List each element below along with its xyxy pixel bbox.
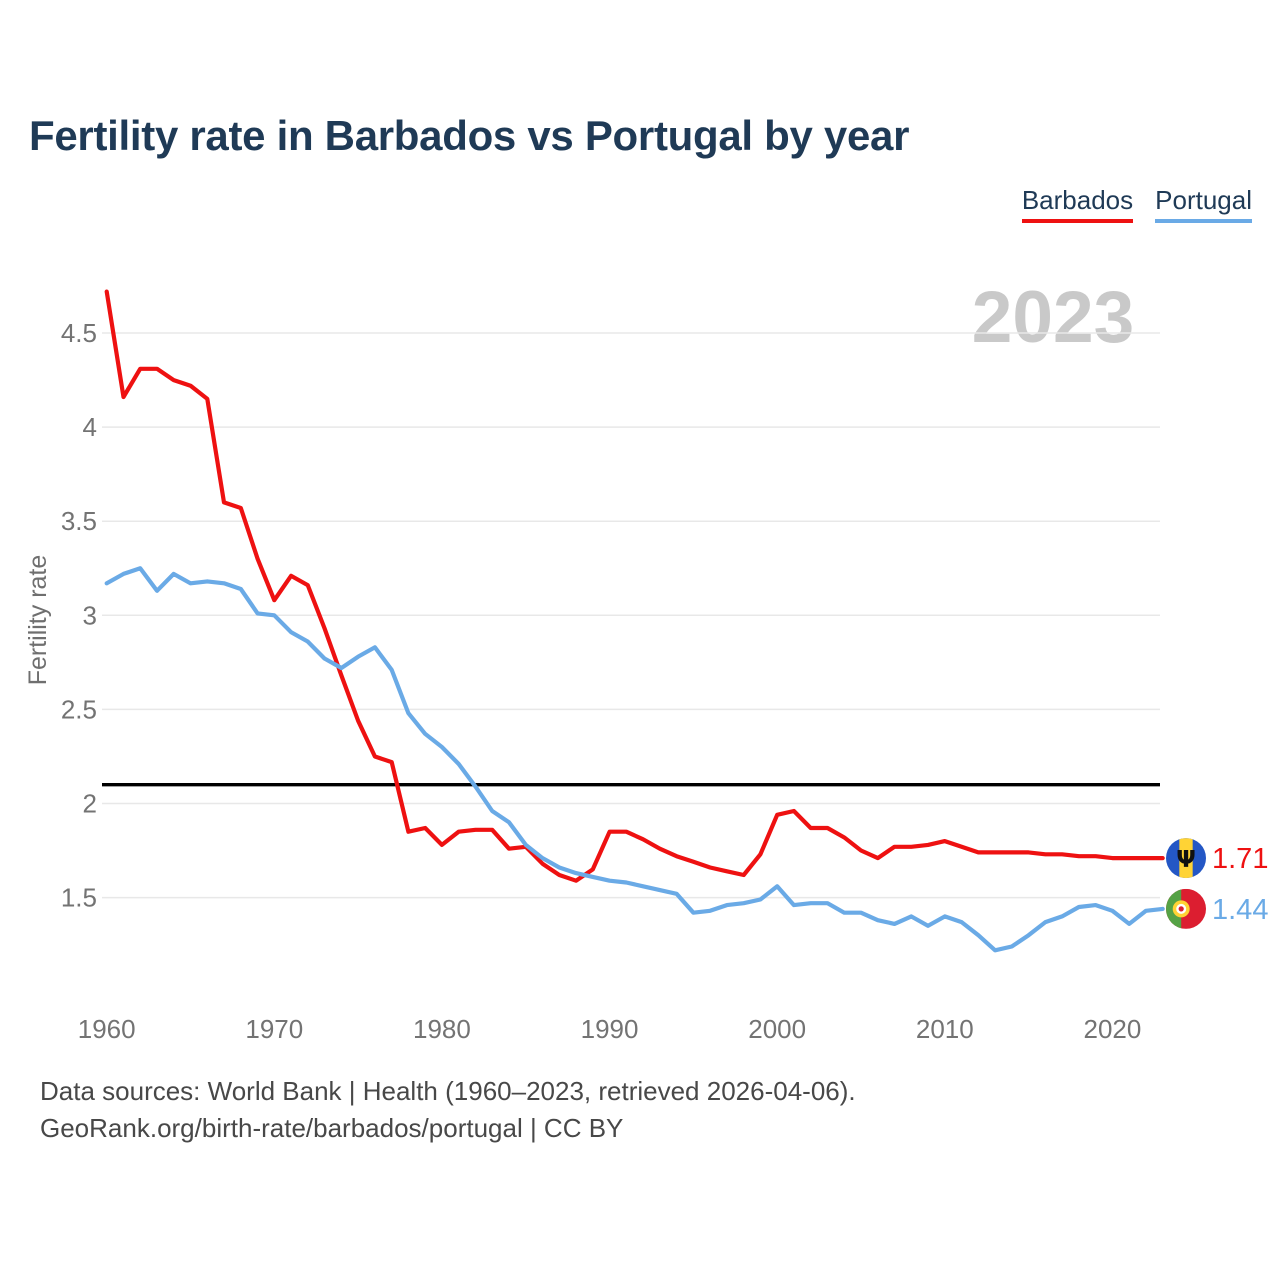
y-tick-label: 2 — [83, 789, 97, 819]
footer-attribution: GeoRank.org/birth-rate/barbados/portugal… — [40, 1113, 624, 1143]
legend-item-barbados[interactable]: Barbados — [1021, 185, 1134, 223]
x-tick-label: 2000 — [748, 1014, 806, 1044]
y-tick-label: 3.5 — [61, 506, 97, 536]
y-tick-label: 2.5 — [61, 694, 97, 724]
y-tick-label: 1.5 — [61, 883, 97, 913]
y-axis-title: Fertility rate — [24, 555, 52, 686]
portugal-flag-icon — [1166, 888, 1206, 929]
watermark-year: 2023 — [972, 277, 1134, 358]
barbados-line — [104, 289, 1165, 883]
x-tick-label: 1970 — [245, 1014, 303, 1044]
page-title: Fertility rate in Barbados vs Portugal b… — [29, 112, 910, 159]
barbados-end-value: 1.71 — [1212, 843, 1268, 875]
y-tick-label: 3 — [83, 600, 97, 630]
barbados-trident-icon: Ψ — [1176, 847, 1196, 873]
x-tick-label: 1980 — [413, 1014, 471, 1044]
legend-item-portugal[interactable]: Portugal — [1155, 185, 1252, 223]
x-tick-label: 1960 — [78, 1014, 136, 1044]
y-tick-label: 4.5 — [61, 318, 97, 348]
barbados-flag-icon: Ψ — [1166, 838, 1206, 879]
x-tick-label: 1990 — [581, 1014, 639, 1044]
footer: Data sources: World Bank | Health (1960–… — [40, 1073, 856, 1147]
x-tick-label: 2010 — [916, 1014, 974, 1044]
legend: Barbados Portugal — [1021, 185, 1252, 223]
x-tick-label: 2020 — [1083, 1014, 1141, 1044]
footer-data-sources: Data sources: World Bank | Health (1960–… — [40, 1076, 856, 1106]
portugal-end-value: 1.44 — [1212, 894, 1268, 926]
portugal-line — [104, 566, 1165, 953]
y-tick-label: 4 — [83, 412, 97, 442]
